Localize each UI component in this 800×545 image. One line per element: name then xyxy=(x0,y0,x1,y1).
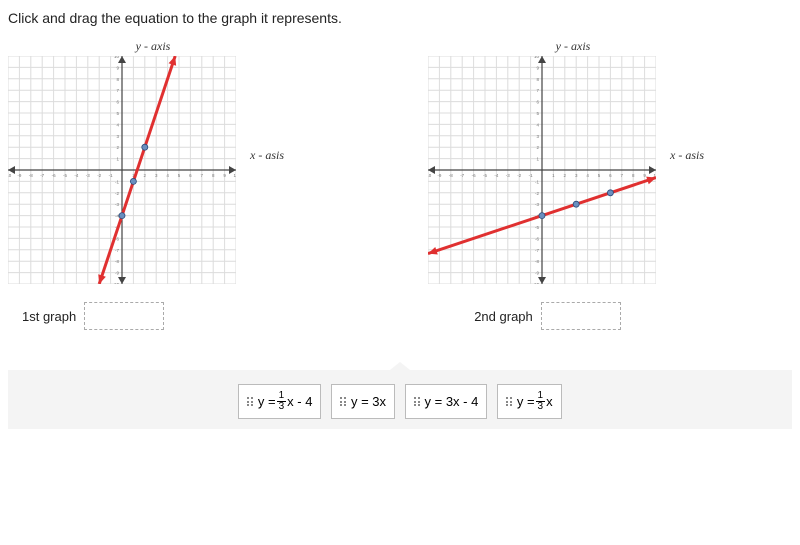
svg-text:-9: -9 xyxy=(535,271,539,276)
answer-chip-1[interactable]: y = 13 x - 4 xyxy=(238,384,321,419)
svg-text:-1: -1 xyxy=(535,179,539,184)
svg-text:-8: -8 xyxy=(115,259,119,264)
equation-text: y = 13 x xyxy=(517,391,553,412)
svg-text:-6: -6 xyxy=(52,173,56,178)
instruction-text: Click and drag the equation to the graph… xyxy=(8,10,792,26)
svg-text:-10: -10 xyxy=(112,282,119,284)
svg-text:10: 10 xyxy=(233,173,236,178)
svg-text:-7: -7 xyxy=(460,173,464,178)
y-axis-label: y - axis xyxy=(136,39,171,54)
graph-2: y - axis x - asis -10-10-9-9-8-8-7-7-6-6… xyxy=(428,44,718,284)
svg-text:-5: -5 xyxy=(535,225,539,230)
svg-text:-2: -2 xyxy=(115,191,119,196)
dropzone-group-2: 2nd graph xyxy=(474,302,621,330)
answer-chip-4[interactable]: y = 13 x xyxy=(497,384,561,419)
graph-2-label: 2nd graph xyxy=(474,309,533,324)
svg-text:-1: -1 xyxy=(109,173,113,178)
svg-text:-1: -1 xyxy=(529,173,533,178)
svg-text:-2: -2 xyxy=(517,173,521,178)
svg-text:10: 10 xyxy=(534,56,540,59)
drag-handle-icon xyxy=(340,397,346,406)
drag-handle-icon xyxy=(247,397,253,406)
dropzone-group-1: 1st graph xyxy=(22,302,164,330)
svg-text:-1: -1 xyxy=(115,179,119,184)
svg-text:-8: -8 xyxy=(449,173,453,178)
equation-text: y = 3x xyxy=(351,394,386,409)
dropzones-row: 1st graph 2nd graph xyxy=(22,302,792,330)
svg-text:-4: -4 xyxy=(494,173,498,178)
svg-text:-2: -2 xyxy=(535,191,539,196)
answer-chip-2[interactable]: y = 3x xyxy=(331,384,395,419)
svg-text:-5: -5 xyxy=(63,173,67,178)
svg-text:-9: -9 xyxy=(17,173,21,178)
svg-text:-10: -10 xyxy=(8,173,12,178)
graph-1: y - axis x - asis -10-10-9-9-8-8-7-7-6-6… xyxy=(8,44,298,284)
graph-1-svg: -10-10-9-9-8-8-7-7-6-6-5-5-4-4-3-3-2-2-1… xyxy=(8,56,236,284)
svg-text:-6: -6 xyxy=(472,173,476,178)
svg-text:-3: -3 xyxy=(115,202,119,207)
svg-text:-9: -9 xyxy=(437,173,441,178)
svg-text:-8: -8 xyxy=(535,259,539,264)
svg-text:10: 10 xyxy=(114,56,120,59)
y-axis-label: y - axis xyxy=(556,39,591,54)
graph-1-label: 1st graph xyxy=(22,309,76,324)
answer-chip-3[interactable]: y = 3x - 4 xyxy=(405,384,487,419)
svg-text:-8: -8 xyxy=(29,173,33,178)
svg-text:-3: -3 xyxy=(506,173,510,178)
dropzone-1[interactable] xyxy=(84,302,164,330)
graphs-row: y - axis x - asis -10-10-9-9-8-8-7-7-6-6… xyxy=(8,44,792,284)
svg-text:-3: -3 xyxy=(86,173,90,178)
equation-text: y = 3x - 4 xyxy=(425,394,479,409)
drag-handle-icon xyxy=(506,397,512,406)
svg-text:-5: -5 xyxy=(483,173,487,178)
svg-text:-7: -7 xyxy=(115,248,119,253)
svg-text:-7: -7 xyxy=(40,173,44,178)
svg-text:-9: -9 xyxy=(115,271,119,276)
svg-text:-7: -7 xyxy=(535,248,539,253)
graph-2-svg: -10-10-9-9-8-8-7-7-6-6-5-5-4-4-3-3-2-2-1… xyxy=(428,56,656,284)
answer-bank: y = 13 x - 4 y = 3x y = 3x - 4 y = 13 x xyxy=(8,370,792,429)
svg-text:-10: -10 xyxy=(532,282,539,284)
svg-text:-2: -2 xyxy=(97,173,101,178)
x-axis-label: x - asis xyxy=(250,148,284,163)
svg-text:-10: -10 xyxy=(428,173,432,178)
drag-handle-icon xyxy=(414,397,420,406)
svg-text:-3: -3 xyxy=(535,202,539,207)
dropzone-2[interactable] xyxy=(541,302,621,330)
x-axis-label: x - asis xyxy=(670,148,704,163)
svg-text:-4: -4 xyxy=(74,173,78,178)
equation-text: y = 13 x - 4 xyxy=(258,391,313,412)
svg-text:-6: -6 xyxy=(535,236,539,241)
